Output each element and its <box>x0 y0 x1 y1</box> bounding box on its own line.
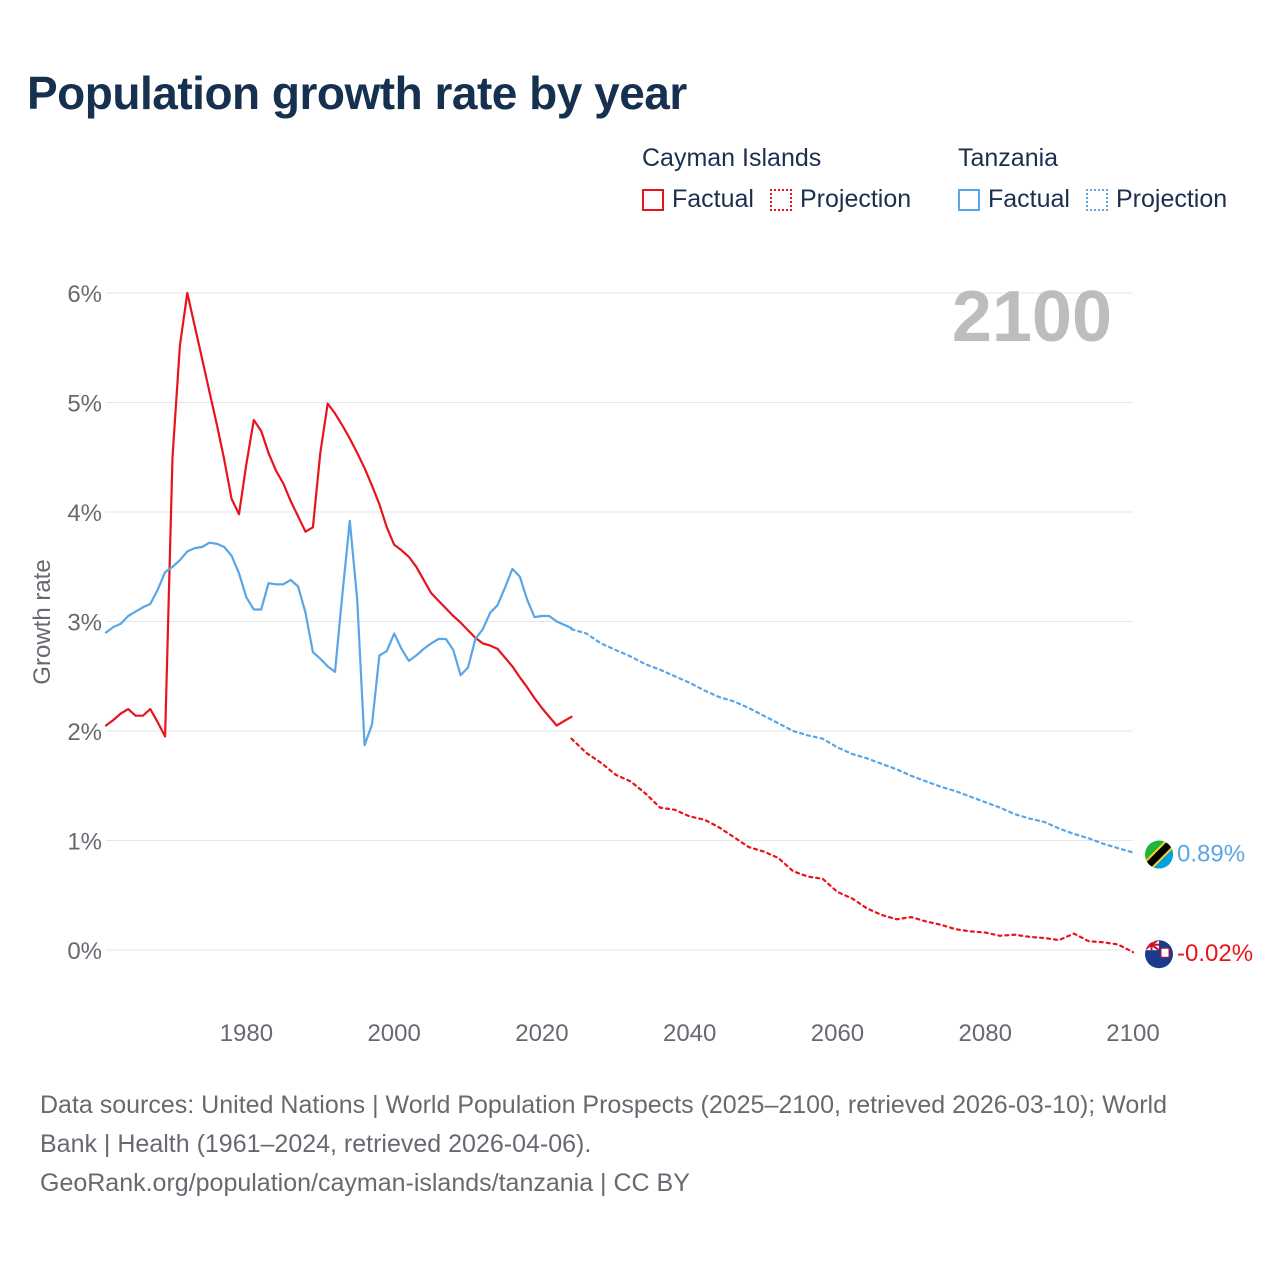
source-link[interactable]: GeoRank.org/population/cayman-islands/ta… <box>40 1169 690 1197</box>
year-watermark: 2100 <box>952 277 1112 357</box>
x-tick-label: 2020 <box>515 1020 568 1047</box>
x-tick-label: 1980 <box>220 1020 273 1047</box>
series-cayman-islands-factual-line <box>104 291 573 738</box>
y-tick-label: 2% <box>67 719 102 746</box>
flag-shield <box>1160 947 1170 958</box>
legend-swatch-dotted <box>769 188 792 211</box>
legend-group-label: Cayman Islands <box>642 144 822 172</box>
y-tick-label: 6% <box>67 281 102 308</box>
y-tick-label: 5% <box>67 391 102 418</box>
legend-label: Projection <box>1115 185 1228 213</box>
end-value-label: 0.89% <box>1177 841 1245 868</box>
legend-label: Factual <box>988 185 1070 213</box>
y-tick-label: 4% <box>67 500 102 527</box>
x-tick-label: 2100 <box>1106 1020 1159 1047</box>
legend-swatch-dotted <box>1085 188 1108 211</box>
series-cayman-islands-projection-line <box>570 737 1135 954</box>
legend-cayman-projection[interactable]: Projection <box>769 185 912 214</box>
legend-tanzania-projection[interactable]: Projection <box>1085 185 1228 214</box>
legend-label: Factual <box>672 185 754 213</box>
series-tanzania-factual-line <box>104 519 573 747</box>
line-chart: 2100 Growth rate 0% 1% 2% 3% 4% 5% 6% 1980 2000 2… <box>29 277 1253 1047</box>
tanzania-flag-icon <box>1145 840 1173 869</box>
end-value-label: -0.02% <box>1177 940 1253 967</box>
legend-group-tanzania: Tanzania Factual Projection <box>958 144 1227 214</box>
x-tick-label: 2060 <box>811 1020 864 1047</box>
source-note: Data sources: United Nations | World Pop… <box>40 1086 1230 1203</box>
x-tick-label: 2040 <box>663 1020 716 1047</box>
cayman-islands-flag-icon <box>1145 940 1173 969</box>
legend-swatch-solid <box>958 188 980 211</box>
y-tick-label: 1% <box>67 829 102 856</box>
flag-cross <box>1145 943 1159 946</box>
y-axis-label: Growth rate <box>29 559 56 684</box>
flag-body <box>1145 840 1173 869</box>
y-tick-label: 0% <box>67 938 102 965</box>
x-tick-label: 2080 <box>959 1020 1012 1047</box>
legend-tanzania-factual[interactable]: Factual <box>958 185 1070 214</box>
legend-label: Projection <box>799 185 912 213</box>
series-tanzania-projection-line <box>570 628 1135 854</box>
legend-cayman-factual[interactable]: Factual <box>642 185 754 214</box>
x-tick-label: 2000 <box>367 1020 420 1047</box>
y-tick-label: 3% <box>67 610 102 637</box>
flag-body <box>1145 940 1173 969</box>
chart-title: Population growth rate by year <box>27 67 687 119</box>
legend-swatch-solid <box>642 188 664 211</box>
legend-group-label: Tanzania <box>958 144 1059 172</box>
legend-group-cayman-islands: Cayman Islands Factual Projection <box>642 144 911 214</box>
source-text: Data sources: United Nations | World Pop… <box>40 1091 1168 1158</box>
